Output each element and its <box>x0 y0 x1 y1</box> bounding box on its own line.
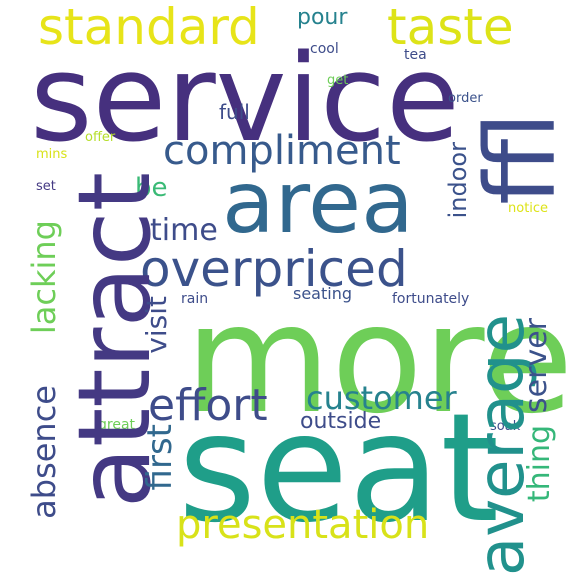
word-cool: cool <box>310 41 339 57</box>
word-get: get <box>327 73 349 88</box>
word-seating: seating <box>293 284 352 303</box>
word-offer: offer <box>85 130 116 145</box>
word-more: more <box>185 273 574 447</box>
word-tea: tea <box>404 47 427 63</box>
word-outside: outside <box>300 409 382 434</box>
word-visit: visit <box>140 296 173 354</box>
word-customer: customer <box>306 379 457 417</box>
word-indoor: indoor <box>444 142 472 219</box>
word-full: full <box>219 100 250 124</box>
word-area: area <box>222 153 414 253</box>
word-overpriced: overpriced <box>140 240 408 298</box>
word-notice: notice <box>508 201 549 216</box>
word-seat: seat <box>178 382 500 556</box>
word-rain: rain <box>181 291 209 307</box>
word-server: server <box>519 318 554 413</box>
word-first: first <box>140 424 180 491</box>
word-order: order <box>448 91 483 106</box>
word-mins: mins <box>36 147 68 162</box>
word-compliment: compliment <box>163 128 401 174</box>
word-be: be <box>135 173 168 203</box>
word-absence: absence <box>25 385 63 519</box>
word-presentation: presentation <box>176 502 430 548</box>
word-service: service <box>30 30 460 169</box>
word-time: time <box>150 213 218 248</box>
word-effort: effort <box>148 380 268 431</box>
word-set: set <box>36 179 56 194</box>
word-great: great <box>98 417 136 433</box>
word-standard: standard <box>38 0 260 56</box>
word-pour: pour <box>297 5 348 30</box>
word-lacking: lacking <box>25 220 63 335</box>
word-fl: ffl <box>465 112 576 205</box>
word-soak: soak <box>490 419 521 434</box>
word-taste: taste <box>387 0 514 56</box>
word-fortunately: fortunately <box>392 291 470 307</box>
word-thing: thing <box>522 425 557 503</box>
